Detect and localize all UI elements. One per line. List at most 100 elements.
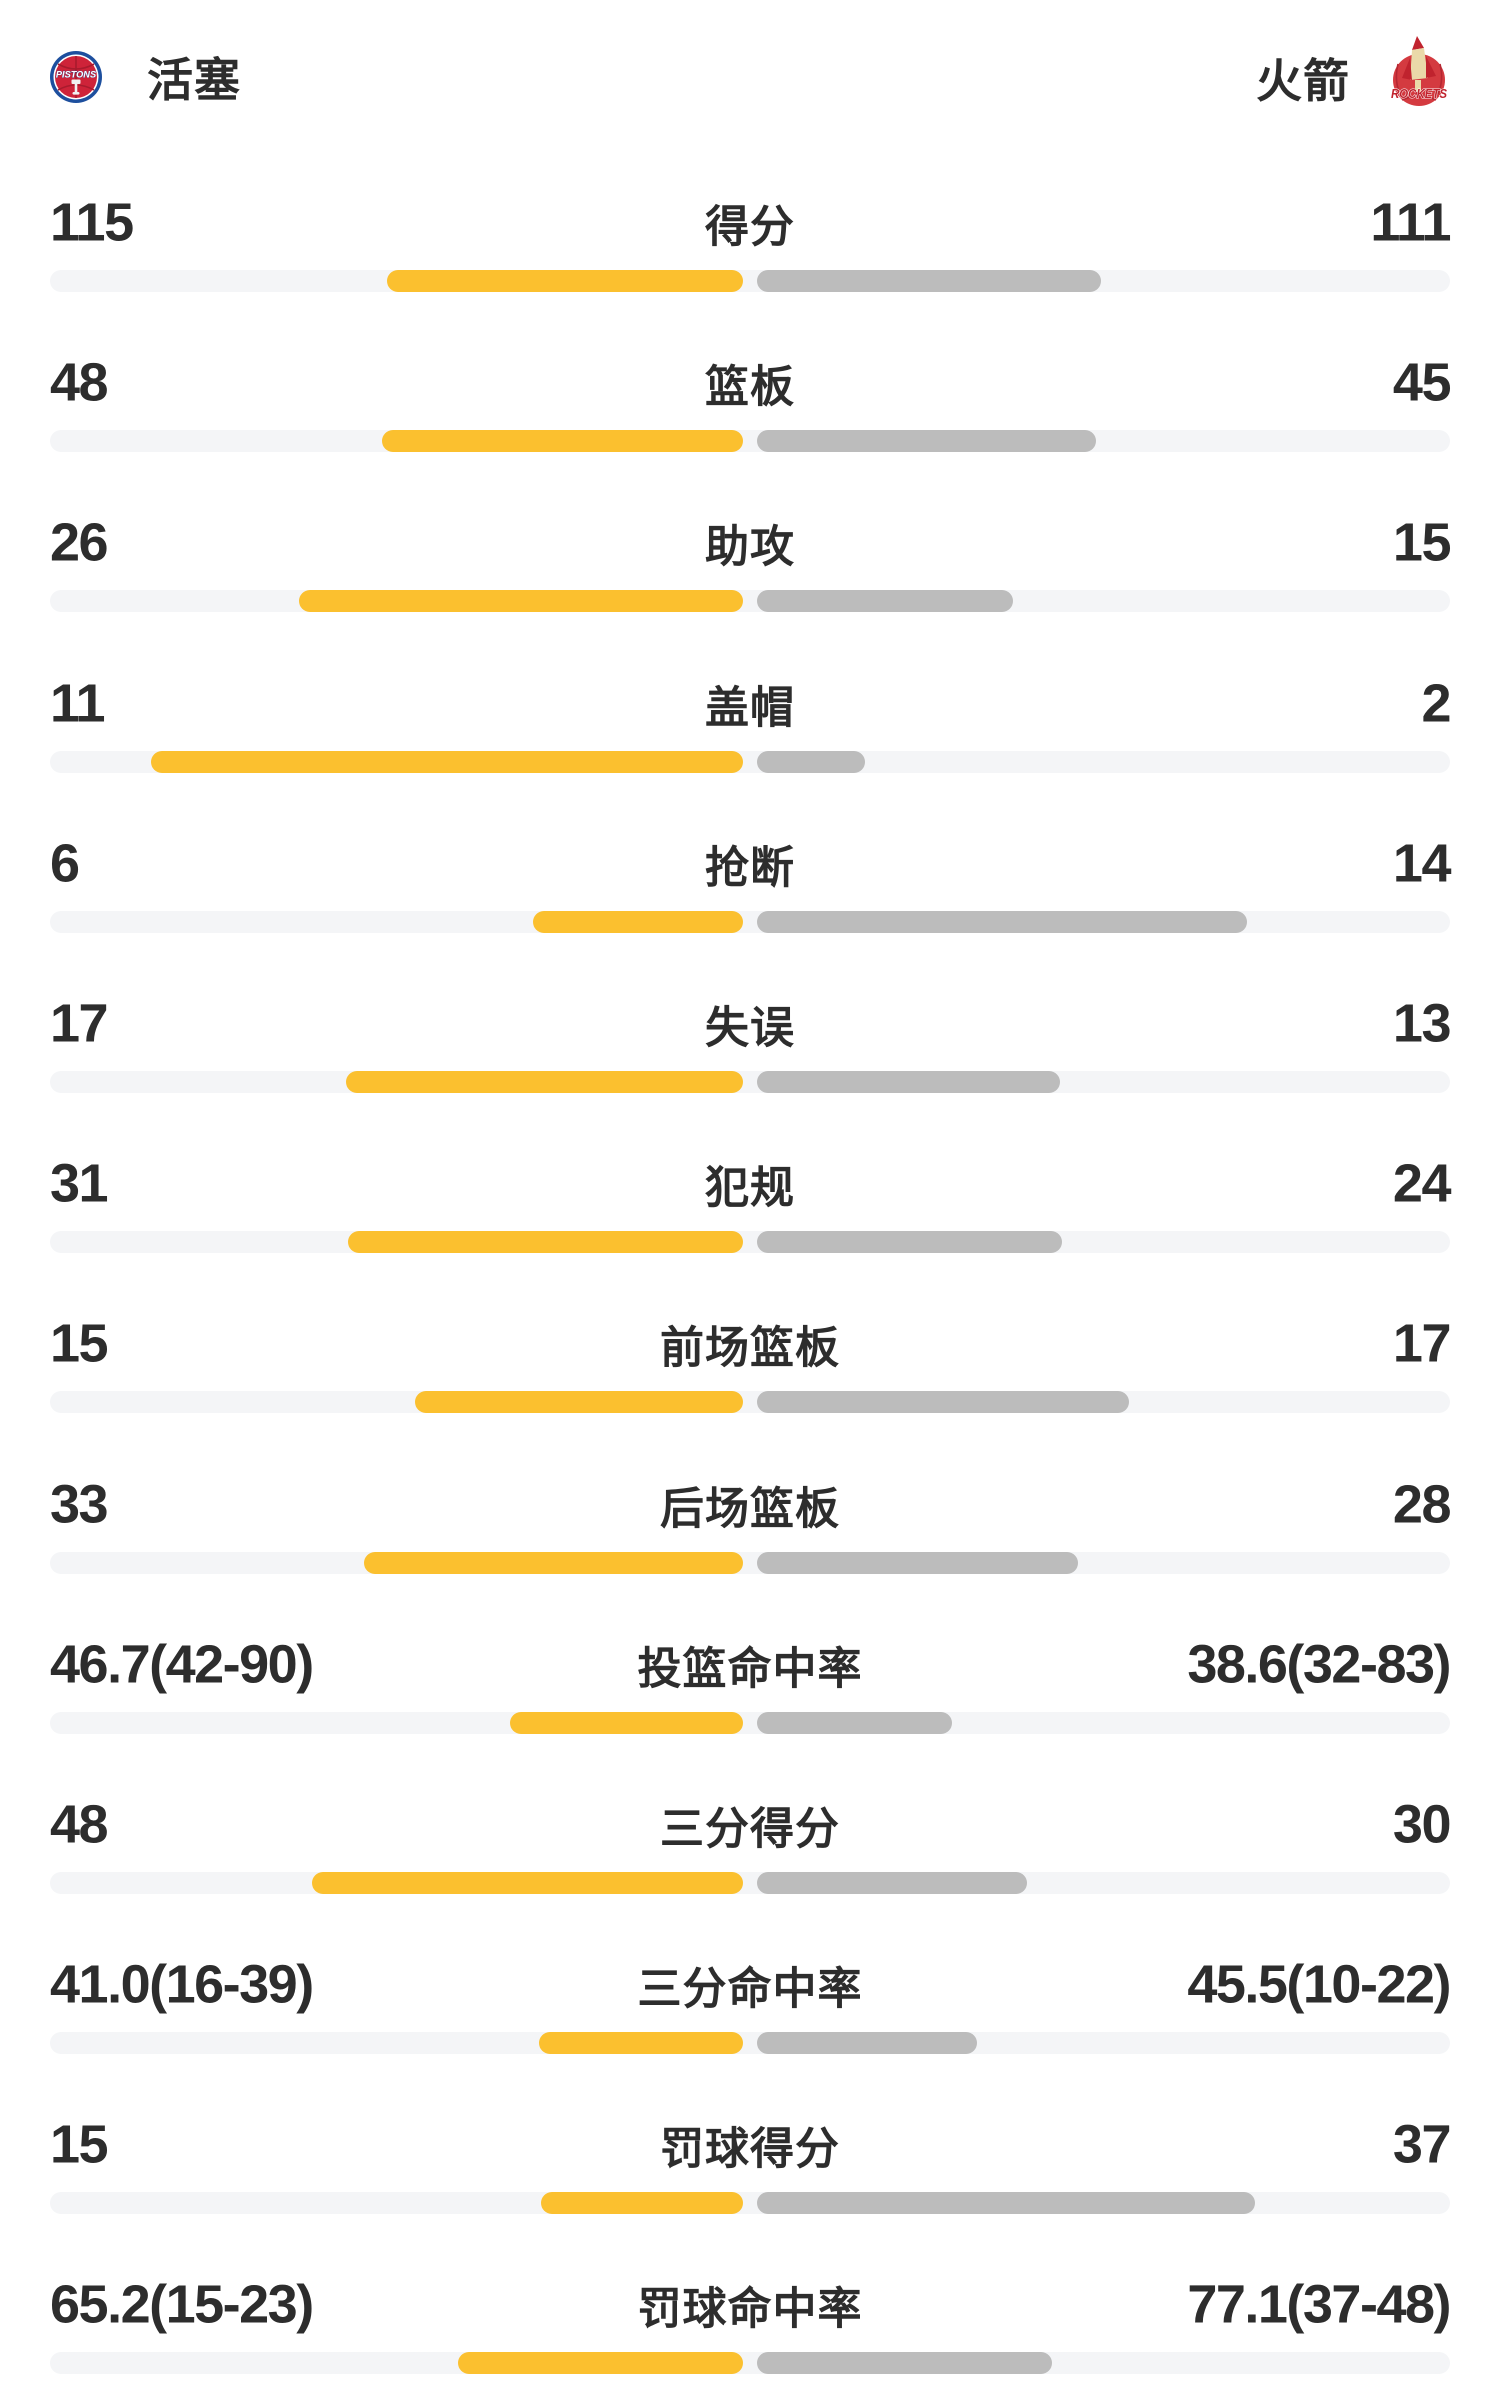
pistons-logo-icon: PISTONS (50, 51, 102, 103)
away-stat-value: 28 (1392, 1474, 1452, 1535)
home-stat-value: 26 (50, 512, 109, 573)
stat-label: 三分命中率 (637, 1964, 863, 2014)
away-stat-value: 77.1(37-48) (1187, 2274, 1451, 2335)
home-stat-bar (415, 1391, 743, 1414)
stats-list: 115 得分 111 48 篮板 45 26 助攻 15 (0, 145, 1500, 2388)
stat-row: 46.7(42-90) 投篮命中率 38.6(32-83) (0, 1587, 1500, 1747)
home-stat-value: 17 (50, 993, 109, 1054)
away-stat-value: 17 (1392, 1313, 1452, 1374)
stat-row: 11 盖帽 2 (0, 626, 1500, 786)
away-stat-bar (757, 1391, 1129, 1414)
stat-label: 犯规 (705, 1163, 795, 1213)
stat-label: 得分 (705, 202, 795, 252)
stat-row: 26 助攻 15 (0, 465, 1500, 625)
rocket-icon (1402, 36, 1436, 98)
stat-label: 篮板 (705, 362, 795, 412)
home-stat-value: 15 (50, 1313, 109, 1374)
away-stat-bar (757, 2032, 977, 2055)
home-stat-bar (458, 2352, 743, 2375)
home-stat-value: 46.7(42-90) (50, 1634, 314, 1695)
home-stat-bar (539, 2032, 743, 2055)
stat-bar-track (50, 1391, 1450, 1414)
stat-row: 115 得分 111 (0, 145, 1500, 305)
away-stat-value: 15 (1392, 512, 1452, 573)
stat-bar-track (50, 1711, 1450, 1734)
stat-label: 后场篮板 (660, 1483, 840, 1533)
home-stat-value: 41.0(16-39) (50, 1954, 314, 2015)
away-stat-bar (757, 1231, 1062, 1254)
away-stat-value: 45.5(10-22) (1187, 1954, 1451, 2015)
home-stat-bar (510, 1711, 743, 1734)
stat-label: 助攻 (705, 522, 795, 572)
stat-bar-track (50, 2352, 1450, 2375)
stat-label: 罚球命中率 (637, 2284, 863, 2334)
home-stat-value: 48 (50, 1794, 109, 1855)
away-stat-bar (757, 1070, 1060, 1093)
stat-bar-track (50, 2192, 1450, 2215)
stat-bar-track (50, 590, 1450, 613)
stat-label: 前场篮板 (660, 1323, 840, 1373)
stat-row: 31 犯规 24 (0, 1106, 1500, 1266)
away-stat-bar (757, 750, 865, 773)
home-team-name: 活塞 (147, 54, 241, 106)
stat-row: 15 前场篮板 17 (0, 1266, 1500, 1426)
stat-row: 41.0(16-39) 三分命中率 45.5(10-22) (0, 1907, 1500, 2067)
stat-row: 48 三分得分 30 (0, 1747, 1500, 1907)
away-stat-bar (757, 1711, 952, 1734)
home-stat-bar (364, 1551, 743, 1574)
home-stat-value: 65.2(15-23) (50, 2274, 314, 2335)
away-stat-bar (757, 2192, 1255, 2215)
stat-label: 投篮命中率 (637, 1644, 863, 1694)
away-stat-bar (757, 270, 1101, 292)
home-stat-bar (533, 910, 743, 933)
away-stat-bar (757, 910, 1247, 933)
stat-bar-track (50, 750, 1450, 773)
stat-label: 罚球得分 (660, 2124, 840, 2174)
stat-row: 6 抢断 14 (0, 786, 1500, 946)
away-team-name: 火箭 (1256, 55, 1350, 107)
stat-bar-track (50, 1231, 1450, 1254)
away-stat-value: 2 (1421, 673, 1451, 734)
home-stat-bar (346, 1070, 743, 1093)
svg-text:PISTONS: PISTONS (56, 70, 97, 80)
stat-bar-track (50, 1070, 1450, 1093)
stat-bar-track (50, 430, 1450, 453)
stat-bar-track (50, 910, 1450, 933)
stat-label: 盖帽 (705, 683, 795, 733)
home-stat-bar (151, 750, 743, 773)
match-header: PISTONS 活塞 火箭 (50, 36, 1450, 122)
home-team-header: PISTONS 活塞 (50, 44, 241, 110)
away-stat-value: 30 (1392, 1794, 1452, 1855)
home-stat-bar (312, 1871, 743, 1894)
away-stat-value: 13 (1392, 993, 1452, 1054)
home-stat-bar (382, 430, 743, 453)
piston-icon (71, 79, 81, 95)
home-stat-value: 48 (50, 352, 109, 413)
stat-bar-track (50, 1871, 1450, 1894)
away-team-header: 火箭 ROCKETS (1256, 36, 1450, 112)
stat-row: 65.2(15-23) 罚球命中率 77.1(37-48) (0, 2227, 1500, 2387)
stat-bar-track (50, 2032, 1450, 2055)
away-stat-value: 111 (1370, 192, 1451, 253)
stat-row: 15 罚球得分 37 (0, 2067, 1500, 2227)
svg-text:ROCKETS: ROCKETS (1391, 87, 1448, 101)
stat-row: 33 后场篮板 28 (0, 1427, 1500, 1587)
away-stat-value: 45 (1392, 352, 1452, 413)
away-stat-value: 24 (1392, 1153, 1452, 1214)
stat-bar-track (50, 270, 1450, 292)
stat-label: 失误 (705, 1003, 795, 1053)
away-stat-bar (757, 590, 1013, 613)
home-stat-value: 31 (50, 1153, 109, 1214)
home-stat-value: 33 (50, 1474, 109, 1535)
away-stat-value: 38.6(32-83) (1187, 1634, 1451, 1695)
stat-bar-track (50, 1551, 1450, 1574)
stat-label: 三分得分 (660, 1804, 840, 1854)
home-stat-bar (541, 2192, 743, 2215)
home-stat-value: 15 (50, 2114, 109, 2175)
stat-row: 17 失误 13 (0, 946, 1500, 1106)
away-stat-value: 37 (1392, 2114, 1452, 2175)
away-stat-bar (757, 2352, 1052, 2375)
away-stat-bar (757, 430, 1096, 453)
stat-label: 抢断 (705, 843, 795, 893)
